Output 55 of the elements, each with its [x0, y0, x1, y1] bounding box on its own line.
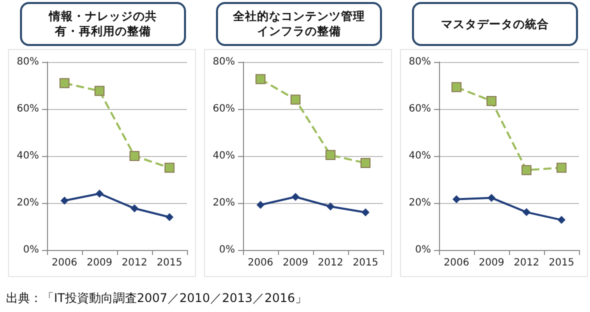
point [558, 216, 566, 224]
point [326, 202, 334, 211]
y-tick-label: 20% [408, 198, 431, 208]
point [130, 151, 140, 161]
y-tick-label: 0% [219, 244, 235, 256]
y-tick-label: 0% [415, 244, 431, 256]
chart-title: マスタデータの統合 [440, 16, 550, 32]
x-tick-label: 2012 [318, 258, 344, 268]
y-tick-label: 20% [212, 198, 235, 208]
y-tick-label: 40% [16, 150, 39, 162]
x-tick-label: 2015 [548, 258, 574, 268]
point [452, 195, 460, 204]
x-tick-label: 2009 [478, 258, 504, 268]
y-tick-label: 40% [212, 150, 235, 162]
y-tick-label: 80% [212, 56, 235, 68]
point [96, 190, 104, 198]
point [164, 162, 174, 173]
point [362, 208, 370, 216]
y-tick-label: 60% [408, 104, 431, 114]
x-tick-label: 2012 [122, 258, 148, 268]
y-tick-label: 60% [212, 104, 235, 114]
point [166, 213, 174, 222]
y-tick-label: 80% [408, 56, 431, 68]
x-tick-label: 2006 [52, 258, 78, 268]
point [256, 74, 266, 84]
point [290, 94, 300, 105]
point [452, 82, 462, 92]
x-tick-label: 2012 [514, 258, 540, 268]
x-tick-label: 2015 [352, 258, 378, 268]
x-tick-label: 2009 [282, 258, 308, 268]
point [292, 192, 300, 201]
point [60, 196, 68, 205]
point [326, 150, 336, 160]
y-tick-label: 20% [16, 198, 39, 208]
point [556, 162, 566, 173]
y-tick-label: 60% [16, 104, 39, 114]
source-note: 出典：「IT投資動向調査2007／2010／2013／2016」 [6, 290, 308, 307]
point [522, 165, 532, 176]
x-tick-label: 2006 [444, 258, 470, 268]
point [486, 96, 496, 106]
point [256, 200, 264, 209]
chart-title: 全社的なコンテンツ管理インフラの整備 [232, 9, 366, 39]
point [130, 204, 138, 212]
chart-title: 情報・ナレッジの共有・再利用の整備 [48, 9, 158, 39]
point [488, 194, 496, 202]
point [522, 208, 530, 216]
y-tick-label: 0% [23, 244, 39, 256]
point [94, 86, 104, 96]
point [360, 158, 370, 168]
x-tick-label: 2015 [156, 258, 182, 268]
point [60, 78, 70, 88]
x-tick-label: 2009 [86, 258, 112, 268]
x-tick-label: 2006 [248, 258, 274, 268]
y-tick-label: 80% [16, 56, 39, 68]
y-tick-label: 40% [408, 150, 431, 162]
